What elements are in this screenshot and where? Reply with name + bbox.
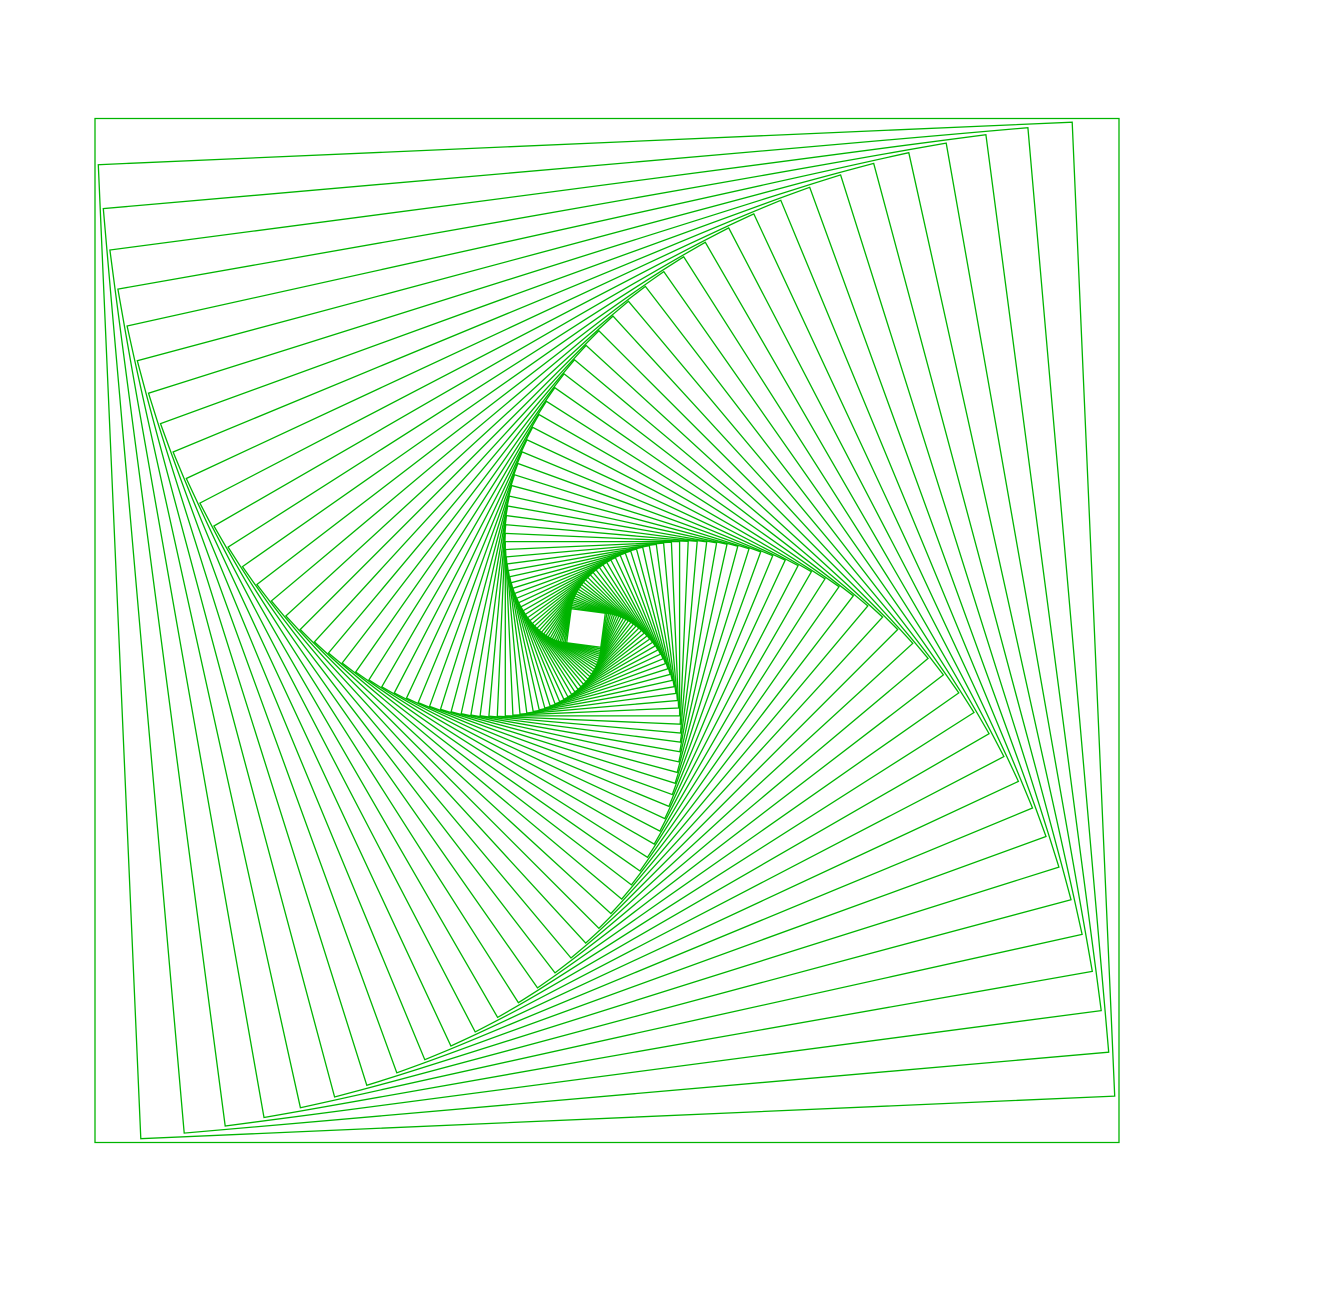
spiral-square (172, 199, 1034, 1061)
spiral-square (524, 564, 654, 693)
spiral-square (551, 592, 622, 664)
spiral-square (479, 514, 708, 743)
spiral-square (299, 329, 899, 930)
spiral-square (417, 451, 774, 808)
spiral-square (313, 344, 884, 915)
spiral-square (542, 583, 632, 673)
spiral-square (496, 532, 689, 725)
spiral-square (520, 559, 659, 698)
spiral-square (547, 588, 627, 668)
spiral-square (553, 594, 620, 662)
spiral-square (460, 495, 728, 763)
spiral-square (368, 400, 826, 859)
spiral-square (531, 571, 646, 686)
spiral-square (102, 126, 1110, 1134)
spiral-square (533, 573, 643, 683)
spiral-square (508, 546, 673, 711)
spiral-square (538, 578, 637, 678)
spiral-square (562, 604, 610, 652)
spiral-square (513, 552, 667, 705)
spiral-square (545, 586, 630, 671)
spiral-square (557, 599, 616, 658)
spiral-square (136, 162, 1072, 1098)
spiral-square (560, 602, 612, 654)
spiral-square (270, 300, 930, 959)
spiral-square (512, 550, 669, 707)
spiral-square (488, 523, 698, 734)
spiral-square (517, 556, 662, 701)
spiral-square (126, 151, 1083, 1109)
spiral-square (529, 568, 648, 688)
spiral-square (341, 372, 855, 886)
spiral-square (405, 438, 787, 820)
spiral-square (354, 386, 840, 872)
spiral-square (109, 133, 1102, 1127)
spiral-square (159, 186, 1047, 1074)
spiral-square (117, 142, 1094, 1119)
spiral-square (515, 554, 664, 703)
spiral-square (199, 227, 1005, 1033)
spiral-square (507, 544, 675, 713)
spiral-square (185, 213, 1020, 1047)
spiral-square (327, 358, 869, 901)
spiral-square (505, 542, 679, 715)
spiral-square (227, 255, 975, 1004)
spiral-square (284, 315, 914, 945)
spiral-square (555, 597, 618, 660)
spiral-square (564, 606, 608, 650)
spiral-square (540, 581, 635, 676)
spiral-square (470, 505, 718, 753)
spiral-square (536, 576, 640, 681)
spiral-square (439, 473, 750, 785)
spiral-square (380, 413, 813, 845)
spiral-square (565, 607, 607, 649)
spiral-square (510, 548, 671, 709)
spiral-square (97, 121, 1116, 1140)
spiral-square (522, 561, 656, 696)
spiral-square (450, 484, 739, 774)
spiral-square (428, 462, 762, 796)
spiral-square (393, 426, 799, 832)
spiral-square (526, 566, 651, 691)
spiral-square (504, 541, 680, 716)
spiral-square (504, 540, 681, 717)
spiral-square (147, 174, 1060, 1087)
spiral-square (549, 590, 625, 666)
spiral-square (506, 543, 677, 714)
spiral-square (213, 241, 990, 1019)
spiral-square (94, 117, 1120, 1144)
spiral-square (255, 285, 945, 974)
spiral-square (241, 270, 960, 989)
